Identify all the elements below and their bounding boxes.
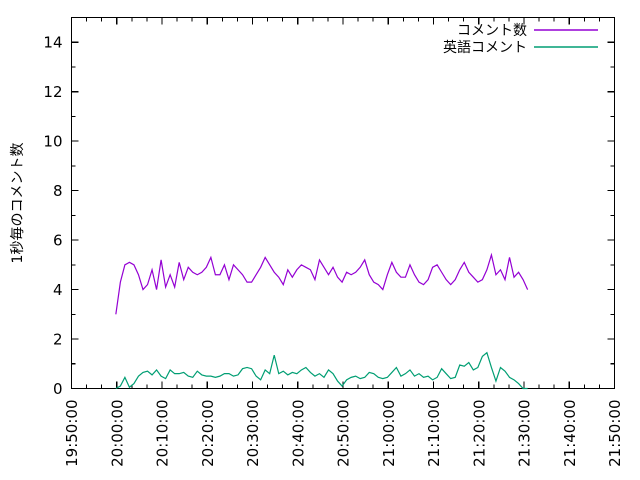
x-tick-label: 20:10:00 [154, 400, 172, 467]
series-line-1 [115, 252, 529, 315]
y-tick-label: 4 [53, 281, 63, 299]
legend-label-2: 英語コメント [443, 39, 527, 56]
y-axis-tick-labels: 0 2 4 6 8 10 12 14 [43, 34, 62, 398]
x-tick-label: 19:50:00 [63, 400, 81, 467]
x-tick-label: 20:50:00 [335, 400, 353, 467]
series-line-2 [115, 351, 528, 390]
y-tick-label: 8 [53, 182, 63, 200]
plot-area-border [70, 16, 616, 390]
y-axis-title-text: 1秒毎のコメント数 [10, 143, 26, 264]
y-tick-label: 0 [53, 380, 63, 398]
x-tick-label: 20:40:00 [289, 400, 307, 467]
x-tick-label: 20:20:00 [199, 400, 217, 467]
y-tick-label: 12 [43, 83, 62, 101]
x-tick-label: 21:00:00 [380, 400, 398, 467]
y-axis-ticks [71, 16, 615, 390]
x-tick-label: 20:30:00 [244, 400, 262, 467]
x-tick-label: 21:20:00 [470, 400, 488, 467]
y-axis-title: 1秒毎のコメント数 [10, 143, 26, 264]
legend-label-1: コメント数 [457, 23, 527, 39]
y-tick-label: 14 [43, 34, 62, 52]
x-tick-label: 21:50:00 [606, 400, 624, 467]
y-tick-label: 6 [53, 232, 63, 250]
x-tick-label: 21:40:00 [561, 400, 579, 467]
x-tick-label: 21:10:00 [425, 400, 443, 467]
data-series-group [115, 252, 529, 390]
x-tick-label: 21:30:00 [516, 400, 534, 467]
y-tick-label: 2 [53, 331, 63, 349]
x-tick-label: 20:00:00 [108, 400, 126, 467]
x-axis-tick-labels: 19:50:00 20:00:00 20:10:00 20:20:00 20:30:00… [63, 400, 624, 467]
x-axis-ticks [70, 17, 616, 389]
plot-border [70, 16, 616, 390]
y-tick-label: 10 [43, 133, 62, 151]
